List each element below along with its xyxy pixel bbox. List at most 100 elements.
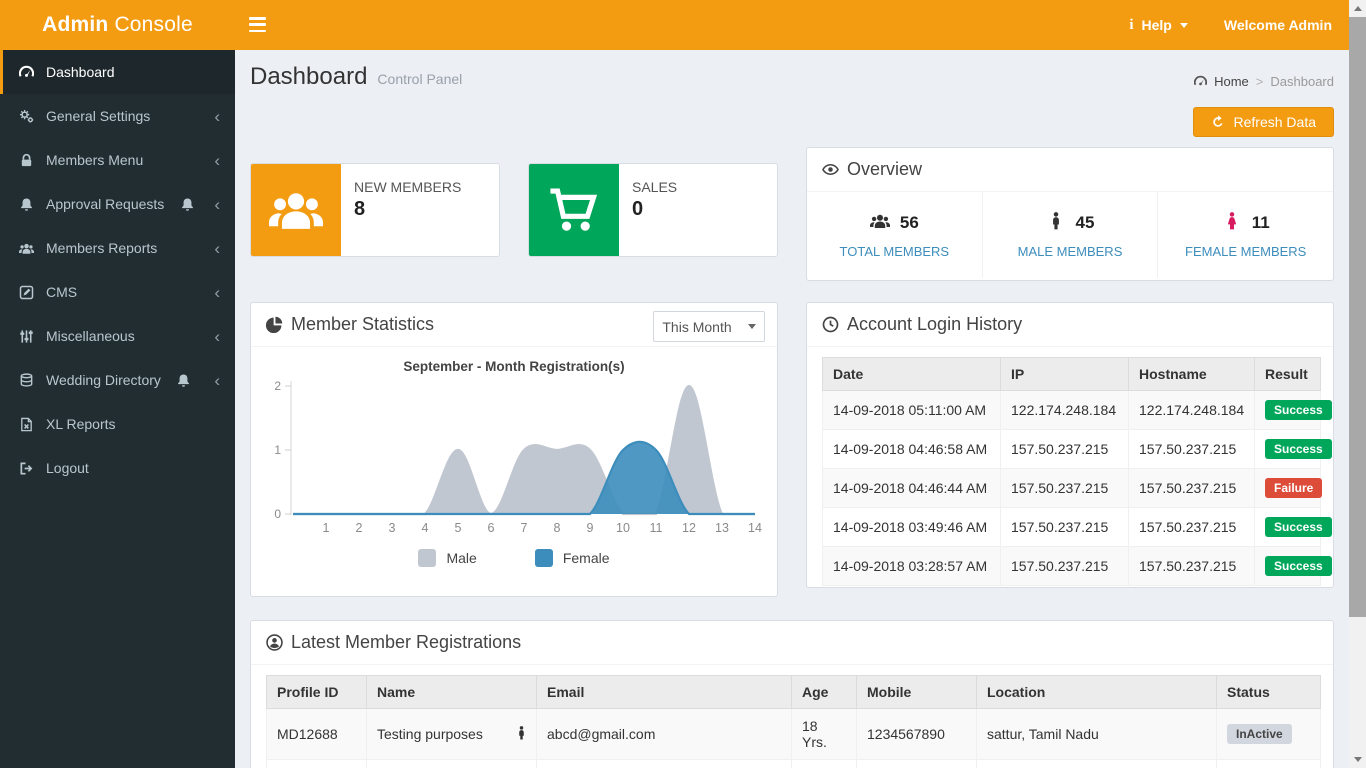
page-scrollbar — [1349, 0, 1366, 768]
table-row: 14-09-2018 03:49:46 AM157.50.237.215157.… — [823, 508, 1321, 547]
bell-icon — [15, 197, 37, 212]
sidebar-item-label: Approval Requests — [46, 196, 164, 212]
svg-text:3: 3 — [389, 521, 396, 535]
status-badge: Failure — [1265, 478, 1322, 498]
help-label: Help — [1142, 17, 1172, 33]
month-filter-select[interactable]: This Month — [653, 311, 765, 342]
svg-text:0: 0 — [274, 507, 281, 521]
table-row: 14-09-2018 04:46:58 AM157.50.237.215157.… — [823, 430, 1321, 469]
login-history-panel: Account Login History DateIPHostnameResu… — [806, 302, 1334, 588]
column-header: Hostname — [1129, 358, 1255, 391]
svg-text:12: 12 — [682, 521, 696, 535]
user-circle-icon — [266, 634, 283, 651]
chevron-left-icon: ‹ — [214, 152, 220, 169]
sidebar-item-approval-requests[interactable]: Approval Requests‹ — [0, 182, 235, 226]
card-value: 0 — [632, 198, 677, 221]
gauge-icon — [15, 65, 37, 80]
chevron-left-icon: ‹ — [214, 372, 220, 389]
brand-logo[interactable]: Admin Console — [0, 0, 235, 50]
column-header: Profile ID — [267, 676, 367, 709]
cart-icon — [547, 187, 601, 233]
sidebar-item-members-menu[interactable]: Members Menu‹ — [0, 138, 235, 182]
sidebar-toggle-button[interactable] — [249, 17, 266, 32]
scrollbar-up-arrow[interactable] — [1349, 0, 1366, 17]
sidebar-item-xl-reports[interactable]: XL Reports — [0, 402, 235, 446]
summary-card-new-members: NEW MEMBERS8 — [250, 163, 500, 257]
content-area: Dashboard Control Panel Home > Dashboard… — [235, 50, 1349, 768]
stat-value: 11 — [1252, 213, 1270, 233]
status-badge: InActive — [1227, 724, 1292, 744]
sidebar-item-label: Logout — [46, 460, 89, 476]
welcome-admin-menu[interactable]: Welcome Admin — [1224, 17, 1332, 33]
users-icon — [15, 241, 37, 256]
sidebar-item-label: General Settings — [46, 108, 150, 124]
gears-icon — [15, 109, 37, 124]
sidebar-item-label: Dashboard — [46, 64, 115, 80]
registrations-area-chart: 0121234567891011121314 — [265, 376, 763, 549]
logout-icon — [15, 461, 37, 476]
svg-text:1: 1 — [274, 443, 281, 457]
page-title-text: Dashboard — [250, 63, 367, 91]
column-header: Email — [537, 676, 792, 709]
card-icon-block — [529, 164, 619, 256]
database-icon — [15, 373, 37, 388]
sidebar-item-label: XL Reports — [46, 416, 116, 432]
member-statistics-title: Member Statistics — [291, 314, 434, 335]
refresh-label: Refresh Data — [1234, 114, 1316, 130]
sidebar-item-dashboard[interactable]: Dashboard — [0, 50, 235, 94]
help-dropdown[interactable]: i Help — [1129, 17, 1188, 34]
info-icon: i — [1129, 17, 1133, 34]
overview-panel: Overview 56TOTAL MEMBERS45MALE MEMBERS11… — [806, 147, 1334, 281]
breadcrumb-separator: > — [1256, 74, 1264, 89]
column-header: IP — [1001, 358, 1129, 391]
notification-bell-icon — [173, 373, 195, 388]
top-navbar: Admin Console i Help Welcome Admin — [0, 0, 1366, 50]
login-history-table: DateIPHostnameResult 14-09-2018 05:11:00… — [822, 357, 1321, 586]
caret-down-icon — [748, 324, 756, 329]
sidebar-item-members-reports[interactable]: Members Reports ‹ — [0, 226, 235, 270]
stat-value: 45 — [1076, 213, 1095, 233]
brand-bold: Admin — [42, 13, 108, 37]
table-row: MD12688Testing purposesabcd@gmail.com18 … — [267, 709, 1321, 760]
column-header: Status — [1217, 676, 1321, 709]
refresh-data-button[interactable]: Refresh Data — [1193, 107, 1334, 137]
lock-icon — [15, 153, 37, 168]
sidebar-item-label: Members Reports — [46, 240, 157, 256]
breadcrumb: Home > Dashboard — [1194, 74, 1334, 89]
sliders-icon — [15, 329, 37, 344]
breadcrumb-home-link[interactable]: Home — [1214, 74, 1249, 89]
stat-label: MALE MEMBERS — [1018, 244, 1123, 259]
sidebar-item-wedding-directory[interactable]: Wedding Directory ‹ — [0, 358, 235, 402]
chevron-left-icon: ‹ — [214, 240, 220, 257]
stat-label: TOTAL MEMBERS — [840, 244, 950, 259]
sidebar-item-logout[interactable]: Logout — [0, 446, 235, 490]
member-statistics-panel: Member Statistics This Month September -… — [250, 302, 778, 597]
card-icon-block — [251, 164, 341, 256]
stat-label: FEMALE MEMBERS — [1185, 244, 1306, 259]
card-label: SALES — [632, 179, 677, 195]
table-row: MD12687Testmrajendran2020@gmail.com20 Yr… — [267, 760, 1321, 768]
sidebar-item-cms[interactable]: CMS‹ — [0, 270, 235, 314]
status-badge: Success — [1265, 400, 1332, 420]
overview-title: Overview — [847, 159, 922, 180]
svg-text:9: 9 — [587, 521, 594, 535]
sidebar: DashboardGeneral Settings‹Members Menu‹A… — [0, 50, 235, 768]
sidebar-item-label: Wedding Directory — [46, 372, 161, 388]
card-value: 8 — [354, 198, 461, 221]
scrollbar-thumb[interactable] — [1349, 17, 1366, 617]
sidebar-item-general-settings[interactable]: General Settings ‹ — [0, 94, 235, 138]
brand-rest: Console — [114, 13, 192, 37]
female-icon — [1222, 212, 1242, 230]
chevron-left-icon: ‹ — [214, 108, 220, 125]
status-badge: Success — [1265, 439, 1332, 459]
scrollbar-down-arrow[interactable] — [1349, 751, 1366, 768]
users-icon — [870, 212, 890, 230]
column-header: Age — [792, 676, 857, 709]
chevron-left-icon: ‹ — [214, 328, 220, 345]
chart-legend: MaleFemale — [251, 549, 777, 567]
sidebar-item-miscellaneous[interactable]: Miscellaneous‹ — [0, 314, 235, 358]
svg-text:13: 13 — [715, 521, 729, 535]
svg-text:2: 2 — [356, 521, 363, 535]
legend-item-male: Male — [418, 549, 476, 567]
chart-title: September - Month Registration(s) — [251, 359, 777, 374]
